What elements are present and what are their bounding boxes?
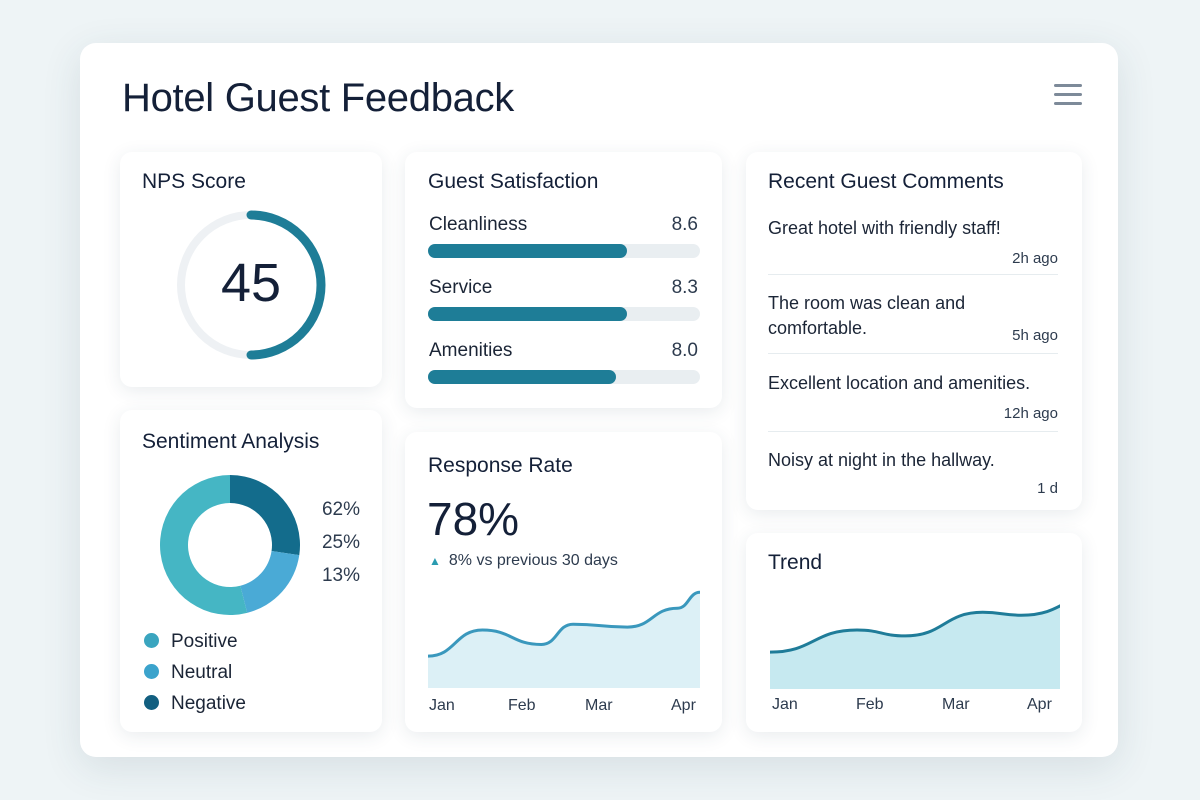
series-line — [770, 604, 1060, 654]
nps-value: 45 — [220, 253, 282, 313]
sentiment-card: Sentiment Analysis 62% 25% 13% Positive … — [120, 410, 382, 732]
pct-negative: 13% — [321, 565, 360, 586]
response-card: Response Rate 78% ▲ 8% vs previous 30 day… — [405, 432, 722, 732]
x-tick-label: Feb — [856, 696, 884, 713]
x-tick-label: Feb — [508, 697, 536, 714]
divider — [768, 274, 1058, 275]
area-fill — [770, 605, 1060, 689]
pct-neutral: 25% — [321, 532, 360, 553]
comment-time: 2h ago — [1012, 250, 1058, 267]
response-chart — [428, 590, 700, 688]
comment-text: Excellent location and amenities. — [768, 373, 1031, 393]
comment-time: 12h ago — [1003, 405, 1058, 422]
satisfaction-label: Service — [429, 277, 493, 298]
x-tick-label: Jan — [772, 696, 798, 713]
pct-positive: 62% — [321, 499, 360, 520]
comments-card: Recent Guest Comments Great hotel with f… — [746, 152, 1082, 510]
satisfaction-value: 8.6 — [671, 214, 698, 235]
donut-slice-positive — [160, 475, 248, 615]
x-tick-label: Mar — [585, 697, 613, 714]
comments-title: Recent Guest Comments — [768, 170, 1004, 193]
satisfaction-title: Guest Satisfaction — [428, 170, 599, 193]
sentiment-title: Sentiment Analysis — [142, 430, 320, 453]
trend-card: Trend Jan Feb Mar Apr — [746, 533, 1082, 732]
response-delta: ▲ 8% vs previous 30 days — [429, 552, 618, 569]
satisfaction-bar — [428, 307, 700, 321]
satisfaction-bar — [428, 244, 700, 258]
comment-text: The room was clean and comfortable. — [768, 293, 966, 338]
comment-time: 5h ago — [1012, 327, 1058, 344]
donut-slice-negative — [230, 475, 300, 556]
x-tick-label: Apr — [1027, 696, 1052, 713]
legend-neutral: Neutral — [144, 662, 232, 684]
legend-positive: Positive — [144, 631, 238, 653]
satisfaction-label: Amenities — [429, 340, 513, 361]
legend-negative: Negative — [144, 693, 246, 715]
satisfaction-card: Guest Satisfaction Cleanliness 8.6 Servi… — [405, 152, 722, 408]
response-value: 78% — [427, 493, 520, 545]
donut-slice-neutral — [240, 551, 300, 613]
satisfaction-value: 8.0 — [671, 340, 698, 361]
series-line — [428, 590, 700, 658]
nps-card: NPS Score 45 — [120, 152, 382, 387]
satisfaction-bar — [428, 370, 700, 384]
page-title: Hotel Guest Feedback — [122, 76, 514, 120]
triangle-up-icon: ▲ — [429, 554, 441, 568]
comment-time: 1 d — [1037, 480, 1058, 497]
sentiment-donut — [160, 475, 300, 615]
comment-text: Great hotel with friendly staff! — [768, 218, 1001, 238]
divider — [768, 431, 1058, 432]
nps-gauge — [177, 210, 326, 360]
hamburger-menu-icon[interactable] — [1054, 84, 1082, 106]
x-tick-label: Apr — [671, 697, 696, 714]
response-title: Response Rate — [428, 454, 573, 477]
satisfaction-label: Cleanliness — [429, 214, 528, 235]
trend-chart — [770, 604, 1060, 689]
x-tick-label: Mar — [942, 696, 970, 713]
x-tick-label: Jan — [429, 697, 455, 714]
satisfaction-value: 8.3 — [671, 277, 698, 298]
divider — [768, 353, 1058, 354]
trend-title: Trend — [768, 551, 823, 574]
nps-title: NPS Score — [142, 170, 246, 193]
area-fill — [428, 592, 700, 688]
comment-text: Noisy at night in the hallway. — [768, 450, 995, 470]
